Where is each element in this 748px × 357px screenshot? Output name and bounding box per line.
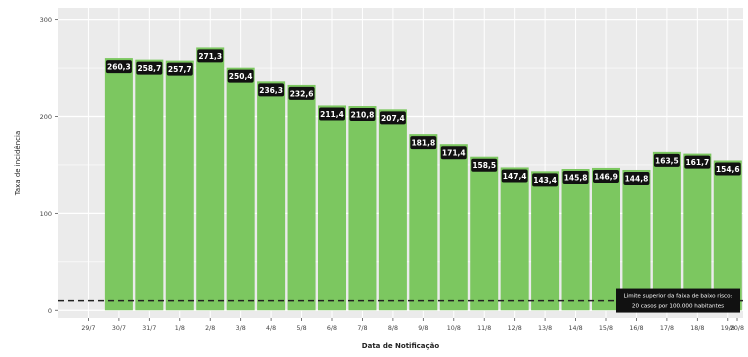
bar [652,151,681,311]
data-label: 260,3 [107,63,131,72]
bar [622,169,651,311]
data-label-box [440,146,467,160]
data-label-box [227,69,254,83]
data-label-box [288,86,315,100]
data-label: 161,7 [685,158,709,167]
data-label-box [501,169,528,183]
data-label-box [623,171,650,185]
x-tick-label: 1/8 [175,325,185,332]
data-label-box [105,60,132,74]
data-label: 257,7 [168,65,192,74]
data-label: 236,3 [259,86,283,95]
data-label: 181,8 [411,139,435,148]
bar [500,167,529,311]
y-tick-label: 200 [40,113,52,121]
data-label-box [166,62,193,76]
data-label: 258,7 [137,64,161,73]
data-label-box [410,136,437,150]
data-label-box [593,169,619,183]
bar [165,60,194,311]
bar [348,106,377,311]
x-tick-label: 10/8 [447,325,461,332]
data-label: 143,4 [533,176,557,185]
data-label: 210,8 [351,111,375,120]
bar [104,58,133,311]
x-tick-label: 15/8 [599,325,613,332]
x-tick-label: 20/8 [730,325,744,332]
data-label: 250,4 [229,72,253,81]
data-label-box [258,83,285,97]
annotation-line-2: 20 casos por 100.000 habitantes [632,304,724,310]
data-label: 211,4 [320,110,344,119]
x-tick-label: 12/8 [508,325,522,332]
data-label: 232,6 [290,89,314,98]
data-label: 171,4 [442,149,466,158]
x-tick-label: 11/8 [477,325,491,332]
bar [531,171,560,311]
x-tick-label: 8/8 [388,325,398,332]
data-label: 163,5 [655,156,679,165]
bar [226,67,255,311]
x-axis-title: Data de Notificação [362,342,440,350]
bar [591,167,621,311]
x-tick-label: 13/8 [538,325,552,332]
data-label-box [532,173,559,187]
data-label-box [684,155,711,169]
bar [409,134,438,311]
bar [470,156,499,311]
x-tick-label: 18/8 [690,325,704,332]
x-tick-label: 17/8 [660,325,674,332]
data-label: 154,6 [716,165,740,174]
data-label-box [653,153,680,167]
data-label: 145,8 [564,174,588,183]
annotation-line-1: Limite superior da faixa de baixo risco: [624,294,733,300]
bar [257,81,286,311]
bar [561,169,590,311]
x-tick-label: 14/8 [568,325,582,332]
data-label-box [379,111,406,125]
y-tick-label: 100 [40,210,52,218]
data-label-box [136,61,163,75]
y-tick-label: 300 [40,16,52,24]
bar [378,109,407,311]
annotation-box [616,288,740,313]
x-tick-label: 19/8 [721,325,735,332]
y-axis-title: Taxa de incidência [14,131,22,196]
x-tick-label: 6/8 [327,325,337,332]
x-tick-label: 7/8 [357,325,367,332]
bar [683,153,712,311]
x-tick-label: 9/8 [418,325,428,332]
data-label: 144,8 [625,174,649,183]
data-label: 147,4 [503,172,527,181]
bar [196,47,225,311]
bar [439,144,468,311]
bar [287,84,316,311]
data-label: 271,3 [198,52,222,61]
x-tick-label: 29/7 [81,325,95,332]
x-tick-label: 3/8 [236,325,246,332]
data-label-box [471,158,498,172]
data-label-box [714,162,741,176]
data-label-box [319,107,345,121]
x-tick-label: 4/8 [266,325,276,332]
x-tick-label: 30/7 [112,325,126,332]
x-tick-label: 31/7 [142,325,156,332]
bar [713,160,742,311]
data-label-box [349,108,376,122]
bar [317,105,347,311]
data-label: 146,9 [594,172,618,181]
bar [135,59,164,311]
data-label: 207,4 [381,114,405,123]
y-tick-label: 0 [48,307,52,315]
x-tick-label: 2/8 [205,325,215,332]
data-label-box [562,171,589,185]
data-label: 158,5 [472,161,496,170]
x-tick-label: 5/8 [296,325,306,332]
x-tick-label: 16/8 [629,325,643,332]
data-label-box [197,49,224,63]
